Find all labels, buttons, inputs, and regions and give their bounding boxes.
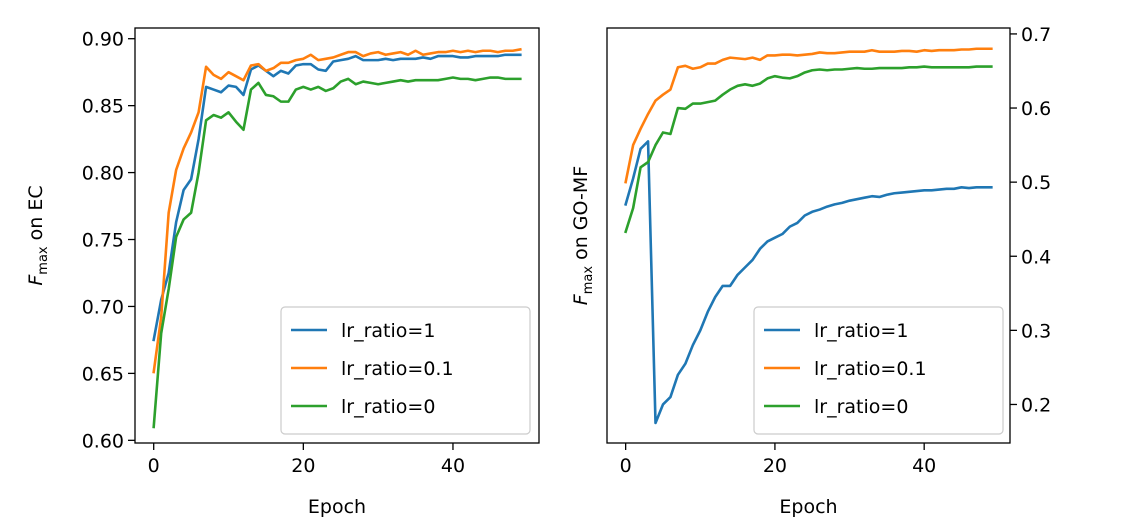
x-tick-label: 0 — [148, 455, 160, 477]
series-line-lr-ratio-0 — [624, 65, 993, 234]
legend-label: lr_ratio=1 — [814, 320, 908, 342]
y-axis-label-rest: on EC — [25, 185, 47, 246]
x-axis-label: Epoch — [308, 496, 366, 518]
series-line-lr-ratio-0 — [152, 76, 522, 429]
y-tick-label: 0.4 — [1021, 246, 1051, 268]
x-tick-label: 40 — [912, 455, 936, 477]
y-tick-label: 0.5 — [1021, 172, 1051, 194]
legend: lr_ratio=1 lr_ratio=0.1 lr_ratio=0 — [280, 306, 531, 435]
axes-frame — [606, 27, 1011, 444]
x-tick-label: 20 — [763, 455, 787, 477]
x-tick-label: 20 — [291, 455, 315, 477]
y-tick-label: 0.7 — [1021, 24, 1051, 46]
y-tick-label: 0.6 — [1021, 98, 1051, 120]
y-axis-label: Fmax on EC — [25, 185, 51, 285]
series-line-lr-ratio-0-1 — [624, 47, 993, 184]
axes-frame — [134, 27, 540, 444]
y-tick-label: 0.3 — [1021, 320, 1051, 342]
ec-panel: 0 20 40 0.60 0.65 0.70 0.75 0.80 0.85 0.90 Epoch Fm… — [25, 27, 540, 518]
legend-label: lr_ratio=0.1 — [814, 358, 927, 380]
x-tick-label: 40 — [441, 455, 465, 477]
y-tick-label: 0.90 — [82, 29, 124, 51]
y-tick-label: 0.75 — [82, 230, 124, 252]
y-tick-label: 0.70 — [82, 296, 124, 318]
y-tick-label: 0.2 — [1021, 394, 1051, 416]
series-line-lr-ratio-1 — [624, 140, 993, 425]
y-axis-label-main: F — [570, 293, 592, 305]
series-line-lr-ratio-1 — [152, 53, 522, 342]
y-axis-label-main: F — [25, 274, 47, 286]
legend-label: lr_ratio=0 — [814, 396, 908, 418]
x-axis-label: Epoch — [779, 496, 837, 518]
y-axis-label-sub: max — [581, 266, 596, 295]
y-tick-label: 0.60 — [82, 430, 124, 452]
legend-box — [280, 306, 531, 435]
y-tick-label: 0.80 — [82, 163, 124, 185]
y-axis-label-rest: on GO-MF — [570, 166, 592, 266]
y-tick-label: 0.85 — [82, 96, 124, 118]
legend: lr_ratio=1 lr_ratio=0.1 lr_ratio=0 — [753, 306, 1004, 435]
go-mf-panel: 0 20 40 0.2 0.3 0.4 0.5 0.6 0.7 Epoch Fmax on GO-M… — [570, 24, 1051, 518]
series-line-lr-ratio-0-1 — [152, 47, 522, 374]
y-axis-label-sub: max — [36, 246, 51, 275]
legend-box — [753, 306, 1004, 435]
legend-label: lr_ratio=0 — [341, 396, 435, 418]
y-tick-label: 0.65 — [82, 363, 124, 385]
x-tick-label: 0 — [620, 455, 632, 477]
y-axis-label: Fmax on GO-MF — [570, 166, 596, 305]
legend-label: lr_ratio=1 — [341, 320, 435, 342]
legend-label: lr_ratio=0.1 — [341, 358, 454, 380]
